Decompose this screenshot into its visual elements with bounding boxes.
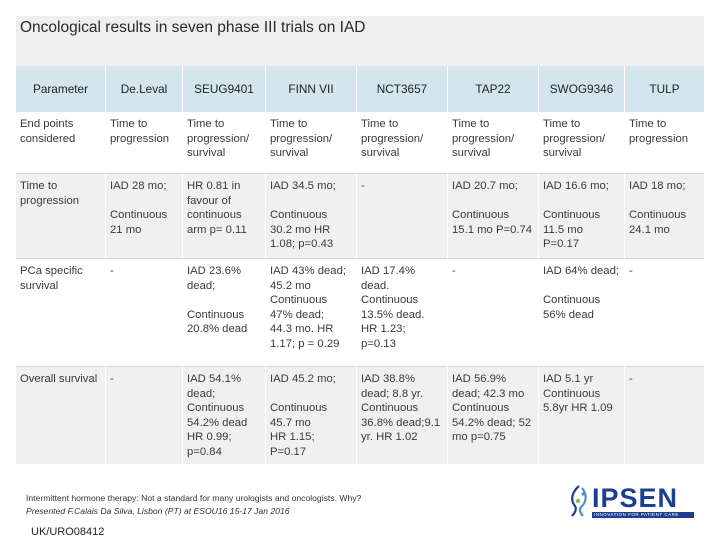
header-nct3657: NCT3657	[356, 66, 447, 112]
table-cell: -	[447, 258, 538, 366]
table-cell: -	[105, 366, 182, 464]
table-cell: IAD 16.6 mo; Continuous 11.5 mo P=0.17	[538, 173, 624, 258]
footnote: Intermittent hormone therapy: Not a stan…	[26, 492, 361, 518]
table-cell: IAD 23.6% dead; Continuous 20.8% dead	[182, 258, 265, 366]
trials-table: Parameter De.Leval SEUG9401 FINN VII NCT…	[16, 66, 704, 464]
table-cell: IAD 28 mo; Continuous 21 mo	[105, 173, 182, 258]
logo-wordmark: IPSEN	[592, 483, 679, 513]
footnote-line: Intermittent hormone therapy: Not a stan…	[26, 493, 362, 503]
table-cell: IAD 34.5 mo; Continuous 30.2 mo HR 1.08;…	[265, 173, 356, 258]
row-label: Overall survival	[16, 366, 105, 464]
table-cell: IAD 17.4% dead. Continuous 13.5% dead. H…	[356, 258, 447, 366]
header-finn-vii: FINN VII	[265, 66, 356, 112]
table-cell: IAD 5.1 yr Continuous 5.8yr HR 1.09	[538, 366, 624, 464]
table-header-row: Parameter De.Leval SEUG9401 FINN VII NCT…	[16, 66, 704, 112]
header-seug9401: SEUG9401	[182, 66, 265, 112]
row-label: Time to progression	[16, 173, 105, 258]
header-swog9346: SWOG9346	[538, 66, 624, 112]
row-label: End points considered	[16, 112, 105, 173]
table-cell: Time to progression	[624, 112, 704, 173]
table-cell: Time to progression/ survival	[182, 112, 265, 173]
logo-tagline-bar	[592, 512, 694, 518]
table-cell: Time to progression/ survival	[447, 112, 538, 173]
table-row-overall-survival: Overall survival - IAD 54.1% dead; Conti…	[16, 366, 704, 464]
table-cell: HR 0.81 in favour of continuous arm p= 0…	[182, 173, 265, 258]
table-cell: Time to progression/ survival	[356, 112, 447, 173]
footnote-source: Presented F.Calais Da Silva, Lisbon (PT)…	[26, 506, 290, 516]
table-row-pca-survival: PCa specific survival - IAD 23.6% dead; …	[16, 258, 704, 366]
header-tap22: TAP22	[447, 66, 538, 112]
table-cell: IAD 38.8% dead; 8.8 yr. Continuous 36.8%…	[356, 366, 447, 464]
table-cell: IAD 18 mo; Continuous 24.1 mo	[624, 173, 704, 258]
table-cell: Time to progression/ survival	[538, 112, 624, 173]
table-cell: IAD 43% dead; 45.2 mo Continuous 47% dea…	[265, 258, 356, 366]
table-row-time-to-progression: Time to progression IAD 28 mo; Continuou…	[16, 173, 704, 258]
title-band	[16, 16, 704, 72]
table-cell: IAD 20.7 mo; Continuous 15.1 mo P=0.74	[447, 173, 538, 258]
ipsen-logo-mark-icon	[571, 485, 587, 517]
table-cell: IAD 64% dead; Continuous 56% dead	[538, 258, 624, 366]
document-code: UK/URO08412	[31, 526, 105, 538]
table-cell: IAD 54.1% dead; Continuous 54.2% dead HR…	[182, 366, 265, 464]
slide-title: Oncological results in seven phase III t…	[20, 19, 366, 36]
table-row-end-points: End points considered Time to progressio…	[16, 112, 704, 173]
table-cell: IAD 56.9% dead; 42.3 mo Continuous 54.2%…	[447, 366, 538, 464]
table-cell: Time to progression	[105, 112, 182, 173]
table-cell: IAD 45.2 mo; Continuous 45.7 mo HR 1.15;…	[265, 366, 356, 464]
row-label: PCa specific survival	[16, 258, 105, 366]
table-cell: -	[624, 258, 704, 366]
table-cell: -	[356, 173, 447, 258]
header-tulp: TULP	[624, 66, 704, 112]
logo-tagline: INNOVATION FOR PATIENT CARE	[594, 512, 679, 517]
table-cell: -	[624, 366, 704, 464]
header-deleval: De.Leval	[105, 66, 182, 112]
header-parameter: Parameter	[16, 66, 105, 112]
table-cell: Time to progression/ survival	[265, 112, 356, 173]
ipsen-logo: IPSEN INNOVATION FOR PATIENT CARE	[566, 482, 696, 522]
table-cell: -	[105, 258, 182, 366]
